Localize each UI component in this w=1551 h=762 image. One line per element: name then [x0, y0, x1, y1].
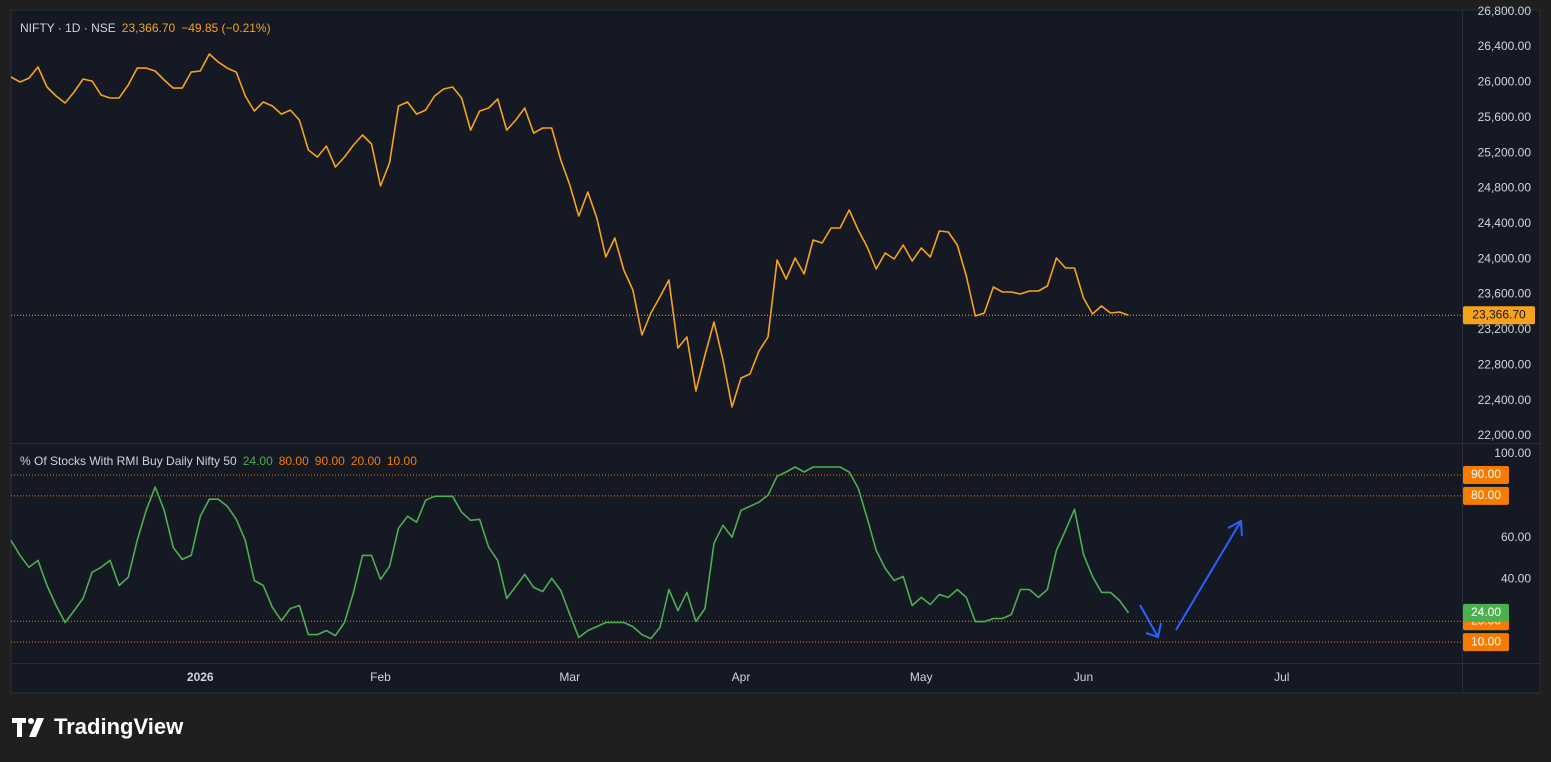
legend-level: 10.00	[386, 454, 417, 468]
legend-value: 24.00	[242, 454, 273, 468]
y-tick-label: 22,000.00	[1478, 428, 1532, 442]
legend-level: 80.00	[278, 454, 309, 468]
series-line	[10, 466, 1130, 640]
level-badge	[1463, 486, 1509, 505]
last-value-badge	[1463, 306, 1535, 325]
y-tick-label: 100.00	[1494, 446, 1531, 460]
y-tick-label: 23,200.00	[1478, 322, 1532, 336]
y-tick-label: 25,200.00	[1478, 145, 1532, 159]
y-tick-label: 23,600.00	[1478, 287, 1532, 301]
y-tick-label: 24,000.00	[1478, 251, 1532, 265]
y-tick-label: 26,000.00	[1478, 75, 1532, 89]
last-value-badge	[1463, 603, 1509, 622]
legend-level: 20.00	[350, 454, 381, 468]
x-tick-label: May	[910, 670, 933, 684]
y-tick-label: 25,600.00	[1478, 110, 1532, 124]
indicator-legend: % Of Stocks With RMI Buy Daily Nifty 50 …	[20, 454, 417, 468]
legend-title: NIFTY · 1D · NSE	[20, 21, 116, 35]
x-tick-label: Apr	[732, 670, 751, 684]
y-tick-label: 24,400.00	[1478, 216, 1532, 230]
y-tick-label: 26,400.00	[1478, 39, 1532, 53]
y-tick-label: 24,800.00	[1478, 181, 1532, 195]
level-badge-label: 90.00	[1471, 467, 1501, 481]
x-tick-label: 2026	[187, 670, 214, 684]
y-tick-label: 26,800.00	[1478, 4, 1532, 18]
x-tick-label: Jun	[1074, 670, 1093, 684]
legend-change: −49.85 (−0.21%)	[181, 21, 271, 35]
x-tick-label: Jul	[1274, 670, 1289, 684]
y-tick-label: 40.00	[1501, 572, 1531, 586]
last-value-label: 24.00	[1471, 605, 1501, 619]
y-tick-label: 60.00	[1501, 530, 1531, 544]
level-badge-label: 10.00	[1471, 634, 1501, 648]
level-badge-label: 80.00	[1471, 488, 1501, 502]
arrow-up	[1175, 519, 1243, 631]
price-legend: NIFTY · 1D · NSE 23,366.70 −49.85 (−0.21…	[20, 21, 271, 35]
x-tick-label: Feb	[370, 670, 391, 684]
legend-title: % Of Stocks With RMI Buy Daily Nifty 50	[20, 454, 237, 468]
logo	[12, 718, 44, 737]
series-line	[10, 53, 1129, 408]
level-badge	[1463, 465, 1509, 484]
legend-level: 90.00	[314, 454, 345, 468]
legend-levels: 80.00 90.00 20.00 10.00	[279, 454, 417, 468]
chart-frame	[10, 9, 1541, 694]
last-value-label: 23,366.70	[1472, 307, 1526, 321]
level-badge	[1463, 633, 1509, 652]
x-tick-label: Mar	[559, 670, 580, 684]
legend-value: 23,366.70	[121, 21, 176, 35]
y-tick-label: 22,800.00	[1478, 357, 1532, 371]
branding: TradingView	[54, 714, 184, 739]
y-tick-label: 22,400.00	[1478, 393, 1532, 407]
